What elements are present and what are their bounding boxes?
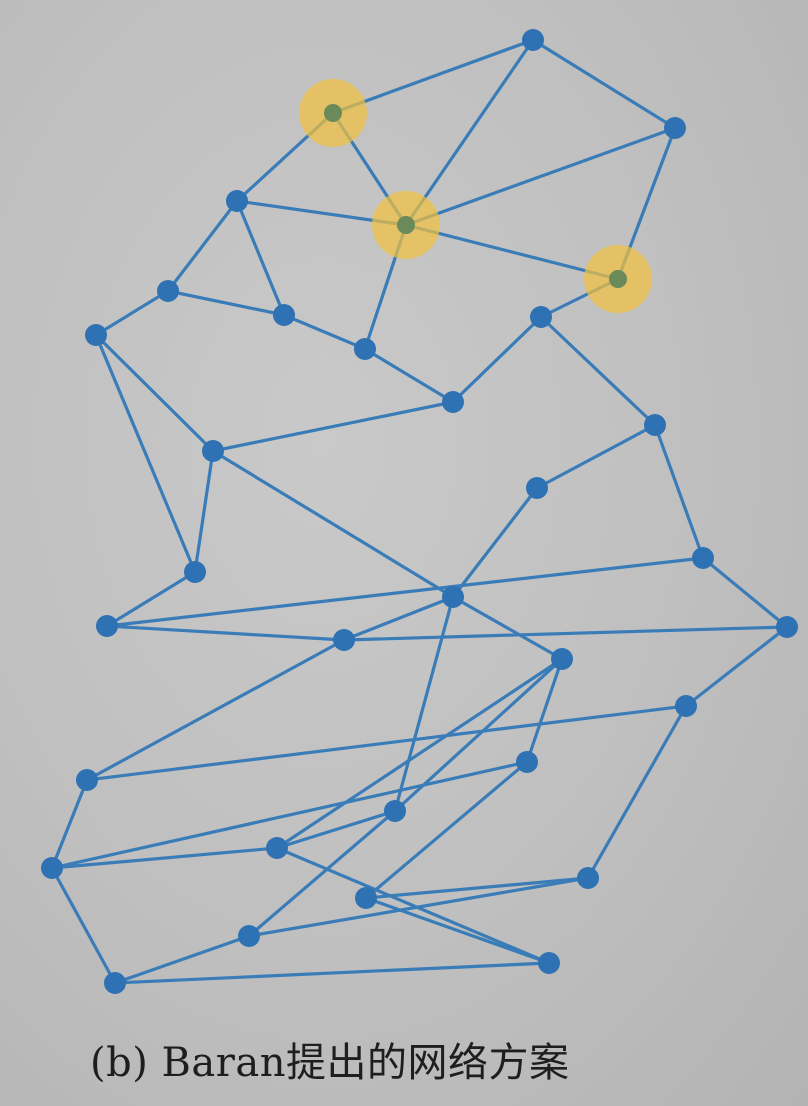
node-n22 [551,648,573,670]
node-n32 [538,952,560,974]
edge-n17-n19 [105,570,197,628]
edge-n23-n29 [586,704,688,880]
node-n16 [692,547,714,569]
edge-n23-n24 [85,704,688,782]
node-layer [41,29,798,994]
edge-n1-n3 [531,38,677,130]
node-n30 [355,887,377,909]
node-n29 [577,867,599,889]
edge-n32-n33 [113,961,551,985]
edge-n16-n19 [105,556,705,628]
node-n6 [609,270,627,288]
edge-n25-n30 [364,760,529,900]
edge-n18-n26 [393,595,455,813]
node-n33 [104,972,126,994]
edge-n12-n14 [211,400,455,453]
node-n23 [675,695,697,717]
node-n15 [526,477,548,499]
edge-n29-n30 [364,876,590,900]
node-n13 [644,414,666,436]
edge-n29-n31 [247,876,590,938]
node-n8 [273,304,295,326]
network-diagram [41,29,798,994]
node-n19 [96,615,118,637]
edge-n11-n17 [94,333,197,574]
edge-n8-n9 [282,313,367,351]
edge-n5-n6 [404,223,620,281]
edge-n13-n15 [535,423,657,490]
edge-n1-n2 [331,38,535,115]
node-n5 [397,216,415,234]
node-n12 [442,391,464,413]
edge-n26-n27 [275,809,397,850]
node-n21 [333,629,355,651]
edge-n16-n20 [701,556,789,629]
edge-n18-n22 [451,595,564,661]
edge-n28-n33 [50,866,117,985]
highlight-layer [299,79,652,313]
edge-n18-n21 [342,595,455,642]
node-n25 [516,751,538,773]
edge-n19-n21 [105,624,346,642]
edge-n26-n31 [247,809,397,938]
edge-n4-n7 [166,199,239,293]
edge-n25-n28 [50,760,529,870]
edge-n10-n12 [451,315,543,404]
node-n27 [266,837,288,859]
edge-n1-n5 [404,38,535,227]
node-n11 [85,324,107,346]
edge-n14-n17 [193,449,215,574]
node-n26 [384,800,406,822]
node-n7 [157,280,179,302]
edge-n22-n25 [525,657,564,764]
edge-layer [50,38,789,985]
node-n31 [238,925,260,947]
edge-n7-n11 [94,289,170,337]
node-n17 [184,561,206,583]
node-n18 [442,586,464,608]
edge-n30-n32 [364,896,551,965]
edge-n14-n18 [211,449,455,599]
edge-n7-n8 [166,289,286,317]
edge-n4-n8 [235,199,286,317]
node-n1 [522,29,544,51]
edge-n31-n33 [113,934,251,985]
edge-n3-n5 [404,126,677,227]
node-n10 [530,306,552,328]
edge-n24-n28 [50,778,89,870]
node-n24 [76,769,98,791]
edge-n13-n16 [653,423,705,560]
node-n9 [354,338,376,360]
edge-n9-n12 [363,347,455,404]
edge-n10-n13 [539,315,657,427]
node-n20 [776,616,798,638]
node-n28 [41,857,63,879]
edge-n22-n27 [275,657,564,850]
node-n2 [324,104,342,122]
edge-n20-n21 [342,625,789,642]
node-n4 [226,190,248,212]
figure-caption: (b) Baran提出的网络方案 [90,1040,570,1086]
edge-n27-n28 [50,846,279,870]
node-n14 [202,440,224,462]
edge-n21-n24 [85,638,346,782]
edge-n15-n18 [451,486,539,599]
edge-n20-n23 [684,625,789,708]
node-n3 [664,117,686,139]
edge-n11-n14 [94,333,215,453]
edge-n27-n32 [275,846,551,965]
